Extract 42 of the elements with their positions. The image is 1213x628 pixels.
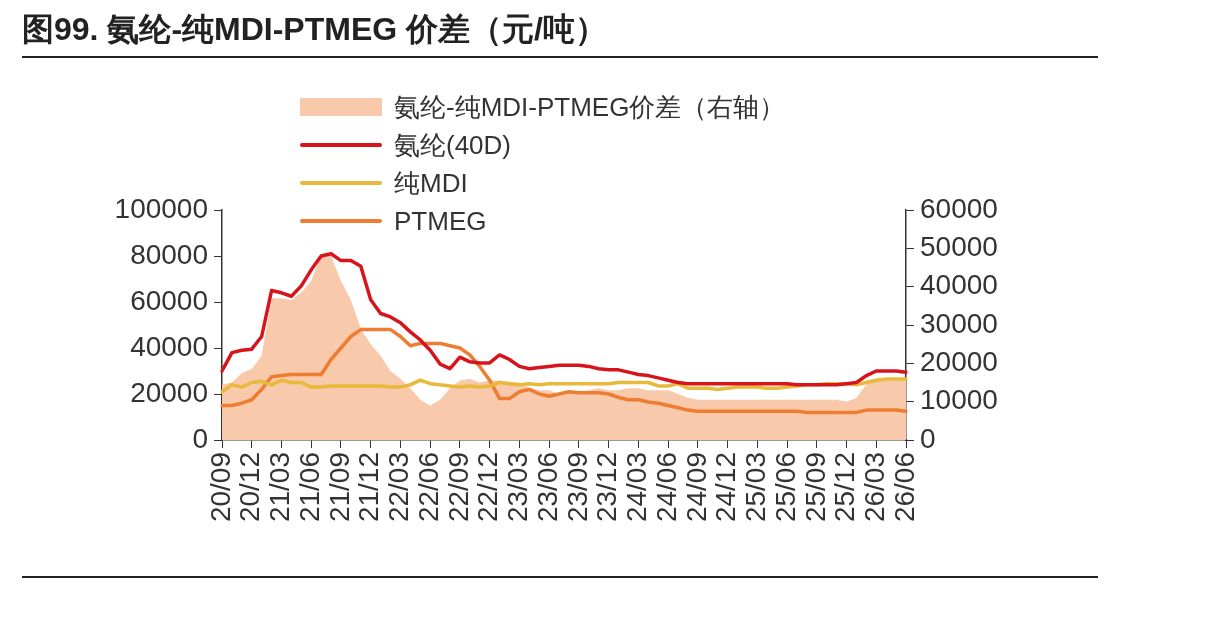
chart-title: 图99. 氨纶-纯MDI-PTMEG 价差（元/吨） <box>22 10 607 49</box>
y-tick-label: 60000 <box>130 284 208 316</box>
y2-tick-label: 50000 <box>920 231 998 263</box>
legend-label: 纯MDI <box>394 167 468 200</box>
legend-label: 氨纶(40D) <box>394 129 512 162</box>
x-tick-label: 25/12 <box>829 452 861 523</box>
x-tick-label: 22/06 <box>412 452 444 523</box>
x-tick-label: 24/09 <box>680 452 712 523</box>
y2-tick-label: 0 <box>920 422 936 454</box>
y-tick-label: 20000 <box>130 376 208 408</box>
x-tick-label: 25/06 <box>769 452 801 523</box>
x-tick-label: 21/06 <box>293 452 325 523</box>
x-tick-label: 21/09 <box>323 452 355 523</box>
legend-label: PTMEG <box>394 205 487 238</box>
x-tick-label: 24/03 <box>621 452 653 523</box>
y-tick-label: 40000 <box>130 330 208 362</box>
x-tick-label: 23/06 <box>531 452 563 523</box>
y2-tick-label: 60000 <box>920 192 998 224</box>
x-tick-label: 22/03 <box>383 452 415 523</box>
x-tick-label: 25/09 <box>799 452 831 523</box>
x-tick-label: 24/12 <box>710 452 742 523</box>
y2-tick-label: 30000 <box>920 307 998 339</box>
x-tick-label: 23/03 <box>502 452 534 523</box>
x-tick-label: 22/09 <box>442 452 474 523</box>
y-tick-label: 100000 <box>114 192 208 224</box>
x-tick-label: 26/03 <box>858 452 890 523</box>
x-tick-label: 23/12 <box>591 452 623 523</box>
x-tick-label: 24/06 <box>650 452 682 523</box>
y-tick-label: 0 <box>192 422 208 454</box>
x-tick-label: 21/03 <box>264 452 296 523</box>
y-tick-label: 80000 <box>130 238 208 270</box>
x-tick-label: 22/12 <box>472 452 504 523</box>
x-tick-label: 25/03 <box>740 452 772 523</box>
x-tick-label: 20/12 <box>234 452 266 523</box>
legend-label: 氨纶-纯MDI-PTMEG价差（右轴） <box>394 91 786 124</box>
y2-tick-label: 40000 <box>920 269 998 301</box>
x-tick-label: 23/09 <box>561 452 593 523</box>
x-tick-label: 21/12 <box>353 452 385 523</box>
y2-tick-label: 10000 <box>920 384 998 416</box>
x-tick-label: 26/06 <box>888 452 920 523</box>
x-tick-label: 20/09 <box>204 452 236 523</box>
y2-tick-label: 20000 <box>920 346 998 378</box>
